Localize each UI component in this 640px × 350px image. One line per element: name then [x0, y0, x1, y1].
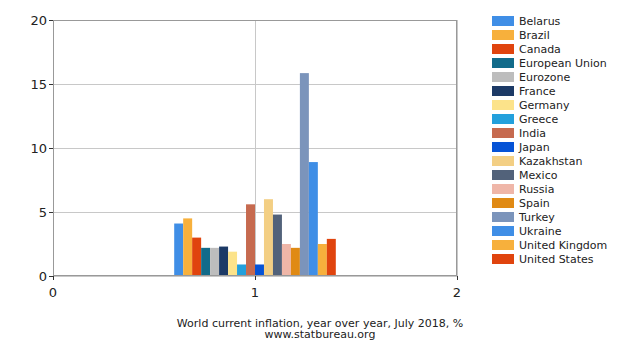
tick-label: 0 [49, 285, 57, 300]
legend-swatch [492, 212, 514, 222]
tick-label: 1 [251, 285, 259, 300]
legend-swatch [492, 100, 514, 110]
tick-label: 20 [30, 13, 47, 28]
legend-label: United States [519, 253, 594, 266]
legend-swatch [492, 254, 514, 264]
tick-label: 0 [39, 269, 47, 284]
bar [174, 224, 183, 276]
bar [255, 264, 264, 276]
tick-mark [49, 20, 53, 21]
legend-label: Russia [519, 183, 554, 196]
grid-line [457, 20, 458, 276]
legend-swatch [492, 226, 514, 236]
legend-swatch [492, 170, 514, 180]
tick-mark [53, 276, 54, 280]
legend-swatch [492, 114, 514, 124]
legend-label: Japan [518, 141, 550, 154]
bar [183, 218, 192, 276]
bar [318, 244, 327, 276]
bar [246, 204, 255, 276]
legend-label: Canada [519, 43, 561, 56]
legend-swatch [492, 86, 514, 96]
bar [282, 244, 291, 276]
tick-mark [255, 276, 256, 280]
legend-swatch [492, 72, 514, 82]
legend-label: Turkey [518, 211, 555, 224]
legend-swatch [492, 30, 514, 40]
legend-label: Belarus [519, 15, 561, 28]
subtitle: www.statbureau.org [265, 328, 376, 341]
bar [273, 215, 282, 276]
bar [300, 73, 309, 276]
tick-label: 5 [39, 205, 47, 220]
tick-label: 10 [30, 141, 47, 156]
bar [228, 252, 237, 276]
legend-swatch [492, 198, 514, 208]
bar [219, 247, 228, 276]
chart: 05101520012World current inflation, year… [0, 0, 640, 350]
legend-label: Mexico [519, 169, 558, 182]
legend-swatch [492, 156, 514, 166]
legend-swatch [492, 128, 514, 138]
tick-mark [457, 276, 458, 280]
bar [291, 248, 300, 276]
legend-swatch [492, 16, 514, 26]
bar [237, 264, 246, 276]
tick-label: 15 [30, 77, 47, 92]
bar [201, 248, 210, 276]
legend-swatch [492, 240, 514, 250]
legend-label: Eurozone [519, 71, 570, 84]
legend-label: Ukraine [519, 225, 562, 238]
bar [327, 239, 336, 276]
legend-label: India [519, 127, 546, 140]
tick-mark [49, 84, 53, 85]
bar [264, 199, 273, 276]
legend: BelarusBrazilCanadaEuropean UnionEurozon… [492, 15, 607, 266]
bar [210, 248, 219, 276]
legend-label: Germany [519, 99, 570, 112]
legend-swatch [492, 44, 514, 54]
legend-label: European Union [519, 57, 607, 70]
legend-label: Greece [519, 113, 558, 126]
legend-label: Spain [519, 197, 550, 210]
legend-label: United Kingdom [519, 239, 607, 252]
plot-area [53, 20, 457, 276]
grid-line [255, 20, 256, 276]
legend-swatch [492, 184, 514, 194]
bars [174, 73, 336, 276]
legend-label: Kazakhstan [519, 155, 582, 168]
plot-frame [54, 21, 457, 276]
legend-swatch [492, 58, 514, 68]
legend-label: Brazil [519, 29, 550, 42]
bar [192, 238, 201, 276]
tick-label: 2 [453, 285, 461, 300]
tick-mark [49, 148, 53, 149]
legend-label: France [519, 85, 556, 98]
bar [309, 162, 318, 276]
tick-mark [49, 276, 53, 277]
legend-swatch [492, 142, 514, 152]
tick-mark [49, 212, 53, 213]
